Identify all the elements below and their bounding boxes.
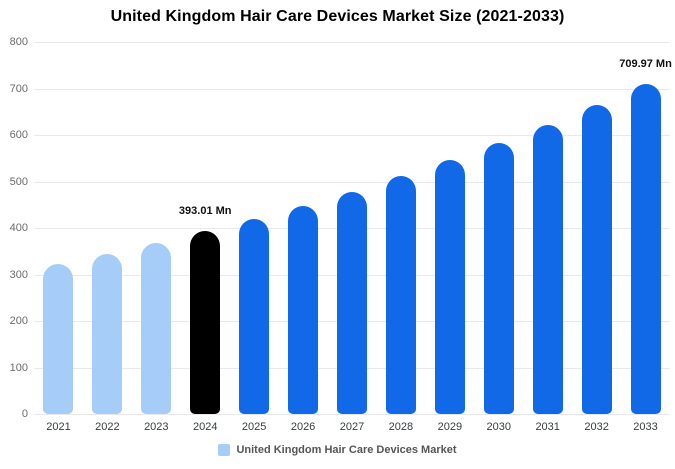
x-axis-tick-label: 2023 — [144, 421, 169, 433]
legend-label: United Kingdom Hair Care Devices Market — [236, 444, 457, 456]
x-axis-tick-label: 2031 — [535, 421, 560, 433]
bar-2026 — [288, 205, 319, 414]
x-axis-tick-label: 2027 — [339, 421, 365, 433]
bar-slot-2031 — [523, 42, 572, 414]
y-axis-tick-label: 0 — [21, 408, 28, 420]
bar-2024 — [190, 231, 221, 414]
plot-area: 393.01 Mn 709.97 Mn — [34, 42, 672, 415]
bar-slot-2033: 709.97 Mn — [619, 42, 672, 414]
y-axis-tick-label: 600 — [9, 129, 28, 141]
x-axis-tick-label: 2025 — [241, 421, 267, 433]
bar-2025 — [239, 218, 270, 414]
x-axis-tick-label: 2021 — [46, 421, 71, 433]
x-axis-tick-label: 2029 — [437, 421, 463, 433]
y-axis-tick-label: 100 — [9, 361, 28, 374]
x-axis-tick-label: 2030 — [486, 421, 511, 433]
x-axis-tick-label: 2024 — [192, 421, 218, 433]
bar-value-label-2024: 393.01 Mn — [178, 205, 232, 218]
y-axis-tick-label: 500 — [9, 175, 28, 188]
bar-series: 393.01 Mn 709.97 Mn — [34, 42, 672, 414]
bar-slot-2024: 393.01 Mn — [178, 42, 232, 414]
y-axis: 0 100 200 300 400 500 600 700 800 — [0, 0, 28, 469]
y-axis-tick-label: 200 — [9, 315, 28, 327]
gridline — [34, 135, 670, 136]
x-axis-tick-label: 2028 — [388, 421, 414, 433]
y-axis-tick-label: 700 — [9, 82, 28, 95]
gridline — [34, 42, 670, 43]
bar-2032 — [581, 104, 612, 414]
x-axis-tick-label: 2022 — [95, 421, 120, 433]
bar-slot-2030 — [474, 42, 523, 414]
bar-2028 — [385, 176, 416, 414]
gridline — [34, 181, 670, 183]
bar-2022 — [92, 253, 123, 414]
bar-slot-2022 — [83, 42, 132, 414]
gridline — [34, 88, 670, 90]
legend-marker — [218, 444, 231, 456]
x-axis-tick-label: 2032 — [584, 421, 609, 433]
x-axis: 2021 2022 2023 2024 2025 2026 2027 2028 2029 2030… — [34, 421, 670, 433]
gridline — [34, 414, 670, 415]
bar-slot-2025 — [230, 42, 279, 414]
bar-2029 — [434, 160, 465, 414]
y-axis-tick-label: 800 — [9, 36, 28, 48]
legend-item[interactable]: United Kingdom Hair Care Devices Market — [0, 444, 675, 456]
bar-2021 — [43, 263, 74, 414]
bar-slot-2027 — [328, 42, 377, 414]
bar-slot-2029 — [425, 42, 474, 414]
bar-slot-2028 — [376, 42, 425, 414]
chart-title: United Kingdom Hair Care Devices Market … — [110, 8, 565, 25]
bar-slot-2021 — [34, 42, 83, 414]
bar-value-label-2033: 709.97 Mn — [619, 57, 672, 70]
bar-slot-2023 — [132, 42, 181, 414]
y-axis-tick-label: 300 — [9, 268, 28, 281]
bar-2027 — [336, 191, 367, 414]
y-axis-tick-label: 400 — [9, 222, 28, 234]
x-axis-tick-label: 2026 — [290, 421, 316, 433]
x-axis-tick-label: 2033 — [633, 421, 658, 433]
bar-slot-2032 — [572, 42, 621, 414]
bar-slot-2026 — [279, 42, 328, 414]
bar-2033 — [630, 83, 661, 414]
bar-2030 — [483, 143, 514, 414]
bar-2031 — [532, 124, 563, 414]
bar-2023 — [141, 242, 172, 414]
